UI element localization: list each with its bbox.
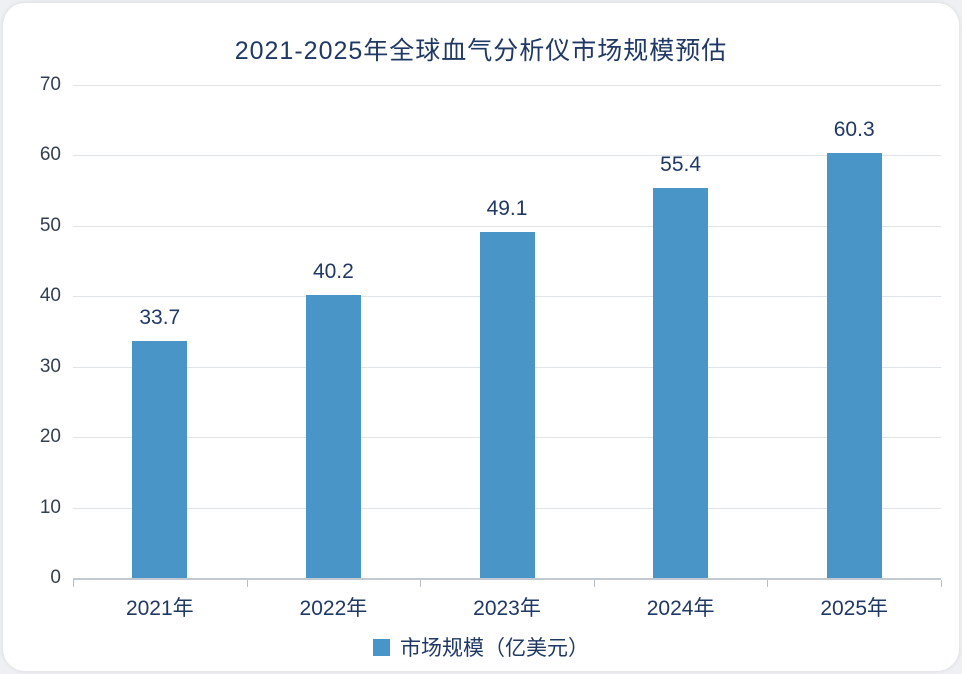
bar-value-label: 60.3 (833, 118, 875, 142)
x-tick-label: 2021年 (125, 597, 194, 620)
x-axis-tick (593, 580, 595, 587)
x-tick-label: 2022年 (299, 597, 368, 620)
bar-2025年 (826, 153, 882, 578)
x-axis-tick (420, 580, 422, 587)
bar-value-label: 49.1 (486, 197, 528, 221)
bar-2021年 (132, 340, 188, 578)
x-axis-labels: 2021年 2022年 2023年 2024年 2025年 (73, 592, 941, 622)
legend: 市场规模（亿美元） (3, 632, 959, 662)
y-tick-label: 50 (39, 214, 61, 236)
plot-area: 0 10 20 30 40 50 60 70 33.7 40.2 49.1 55.4 60.3 (40, 74, 942, 588)
y-tick-label: 10 (39, 496, 61, 518)
y-tick-label: 20 (39, 426, 61, 448)
y-tick-label: 0 (50, 567, 61, 588)
x-tick-label: 2023年 (473, 597, 541, 620)
x-axis-tick (73, 580, 74, 587)
x-tick-label: 2025年 (820, 597, 889, 620)
x-axis-tick (246, 580, 248, 587)
bar-value-label: 55.4 (660, 152, 702, 176)
legend-label: 市场规模（亿美元） (400, 637, 589, 660)
bar-2024年 (653, 187, 709, 578)
x-axis-tick (941, 580, 942, 587)
legend-swatch-icon (373, 638, 390, 656)
chart-card: 2021-2025年全球血气分析仪市场规模预估 0 10 20 30 40 50 60 70 3… (3, 3, 959, 671)
x-axis-tick (767, 580, 769, 587)
chart-title: 2021-2025年全球血气分析仪市场规模预估 (234, 37, 728, 65)
bar-value-label: 33.7 (139, 305, 181, 329)
bar-2022年 (305, 294, 361, 578)
y-tick-label: 30 (39, 355, 61, 377)
y-tick-label: 60 (39, 144, 61, 166)
bar-value-label: 40.2 (312, 259, 354, 283)
gridline (73, 225, 941, 227)
bar-2023年 (479, 232, 535, 578)
gridline (73, 155, 941, 157)
x-tick-label: 2024年 (646, 597, 715, 620)
y-tick-label: 70 (39, 74, 61, 95)
y-tick-label: 40 (39, 285, 61, 307)
gridline (73, 85, 941, 86)
